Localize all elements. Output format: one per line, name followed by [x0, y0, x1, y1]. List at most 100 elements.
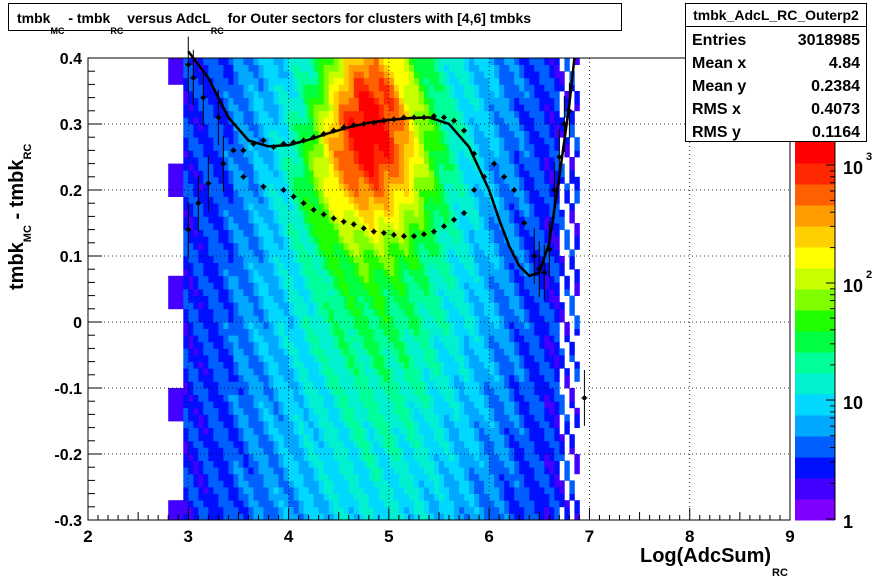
heatmap-cell: [168, 295, 174, 303]
heatmap-cell: [243, 91, 249, 98]
heatmap-cell: [398, 447, 405, 455]
heatmap-cell: [413, 117, 420, 125]
heatmap-cell: [418, 381, 425, 389]
heatmap-cell: [308, 394, 314, 402]
heatmap-cell: [408, 242, 415, 250]
heatmap-cell: [328, 407, 335, 415]
heatmap-cell: [388, 467, 395, 475]
heatmap-cell: [193, 64, 199, 72]
heatmap-cell: [178, 58, 184, 65]
heatmap-cell: [363, 223, 370, 230]
heatmap-cell: [233, 58, 239, 65]
heatmap-cell: [238, 262, 244, 270]
heatmap-cell: [524, 236, 530, 244]
heatmap-cell: [323, 110, 330, 118]
heatmap-cell: [373, 289, 380, 296]
heatmap-cell: [318, 473, 325, 481]
heatmap-cell: [283, 163, 289, 171]
heatmap-cell: [434, 401, 440, 409]
heatmap-cell: [529, 454, 535, 461]
heatmap-cell: [233, 236, 239, 244]
heatmap-cell: [454, 407, 460, 415]
heatmap-cell: [358, 302, 365, 310]
heatmap-cell: [479, 97, 485, 105]
heatmap-cell: [298, 77, 304, 85]
heatmap-cell: [178, 401, 184, 409]
heatmap-cell: [223, 84, 229, 92]
heatmap-cell: [183, 308, 189, 316]
heatmap-cell: [173, 295, 179, 303]
heatmap-cell: [363, 196, 370, 204]
heatmap-cell: [529, 262, 535, 270]
heatmap-cell: [203, 480, 209, 488]
heatmap-cell: [293, 77, 299, 85]
heatmap-cell: [318, 262, 325, 270]
heatmap-cell: [273, 190, 279, 197]
heatmap-cell: [383, 394, 390, 402]
heatmap-cell: [358, 394, 365, 402]
heatmap-cell: [213, 434, 219, 442]
heatmap-cell: [529, 150, 535, 158]
heatmap-cell: [388, 513, 395, 521]
heatmap-cell: [519, 58, 525, 65]
heatmap-cell: [439, 421, 445, 428]
heatmap-cell: [519, 368, 525, 376]
heatmap-cell: [298, 249, 304, 257]
heatmap-cell: [298, 97, 304, 105]
heatmap-cell: [434, 275, 440, 283]
heatmap-cell: [298, 190, 304, 197]
heatmap-cell: [303, 341, 309, 349]
heatmap-cell: [474, 91, 480, 98]
heatmap-cell: [183, 322, 189, 329]
heatmap-cell: [529, 256, 535, 263]
heatmap-cell: [398, 460, 405, 468]
heatmap-cell: [408, 256, 415, 263]
heatmap-cell: [524, 381, 530, 389]
heatmap-cell: [193, 506, 199, 514]
heatmap-cell: [338, 506, 345, 514]
heatmap-cell: [263, 308, 269, 316]
heatmap-cell: [288, 407, 294, 415]
heatmap-cell: [193, 434, 199, 442]
heatmap-cell: [484, 394, 490, 402]
heatmap-cell: [494, 328, 500, 336]
heatmap-cell: [268, 302, 274, 310]
heatmap-cell: [424, 394, 430, 402]
heatmap-cell: [343, 209, 350, 217]
heatmap-cell: [223, 64, 229, 72]
heatmap-cell: [358, 97, 365, 105]
heatmap-cell: [188, 401, 194, 409]
heatmap-cell: [333, 190, 340, 197]
heatmap-cell: [213, 328, 219, 336]
heatmap-cell: [198, 209, 204, 217]
heatmap-cell: [383, 71, 390, 79]
heatmap-cell: [429, 84, 435, 92]
heatmap-cell: [383, 308, 390, 316]
heatmap-cell: [434, 216, 440, 224]
heatmap-cell: [253, 58, 259, 65]
heatmap-cell: [418, 427, 425, 435]
heatmap-cell: [524, 440, 530, 448]
heatmap-cell: [228, 275, 234, 283]
heatmap-cell: [193, 229, 199, 237]
heatmap-cell: [283, 269, 289, 277]
heatmap-cell: [298, 124, 304, 131]
heatmap-cell: [338, 454, 345, 461]
heatmap-cell: [228, 355, 234, 362]
heatmap-cell: [188, 64, 194, 72]
heatmap-cell: [198, 308, 204, 316]
heatmap-cell: [333, 341, 340, 349]
heatmap-cell: [278, 295, 284, 303]
heatmap-cell: [529, 117, 535, 125]
heatmap-cell: [193, 130, 199, 138]
heatmap-cell: [378, 473, 385, 481]
heatmap-cell: [429, 434, 435, 442]
heatmap-cell: [358, 190, 365, 197]
heatmap-cell: [383, 183, 390, 191]
heatmap-cell: [233, 84, 239, 92]
heatmap-cell: [228, 361, 234, 369]
heatmap-cell: [263, 487, 269, 494]
heatmap-cell: [328, 374, 335, 382]
heatmap-cell: [529, 506, 535, 514]
heatmap-cell: [464, 203, 470, 211]
